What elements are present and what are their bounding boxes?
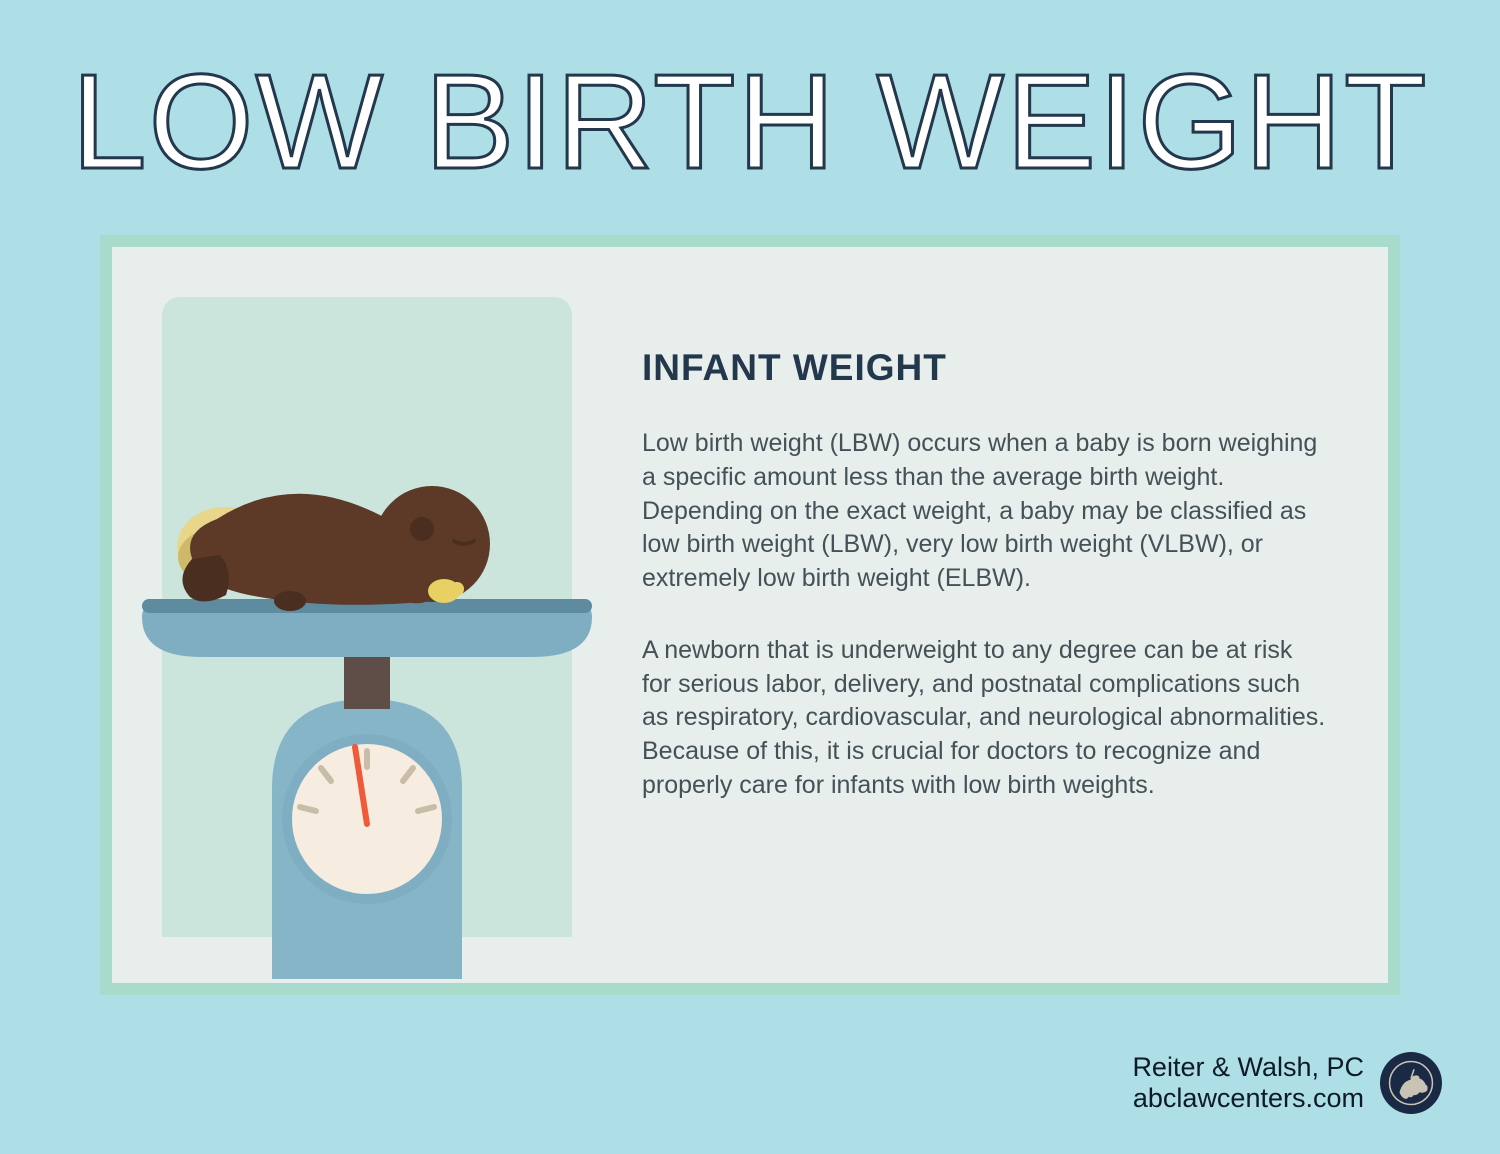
body-paragraph-2: A newborn that is underweight to any deg… [642,634,1328,803]
body-paragraph-1: Low birth weight (LBW) occurs when a bab… [642,427,1328,596]
baby-icon [177,486,490,611]
content-card-outer: INFANT WEIGHT Low birth weight (LBW) occ… [100,235,1400,995]
footer-line-1: Reiter & Walsh, PC [1132,1052,1364,1083]
text-column: INFANT WEIGHT Low birth weight (LBW) occ… [642,347,1328,803]
page: LOW BIRTH WEIGHT [0,0,1500,1154]
footer-line-2: abclawcenters.com [1132,1083,1364,1114]
section-heading: INFANT WEIGHT [642,347,1328,389]
footer-text: Reiter & Walsh, PC abclawcenters.com [1132,1052,1364,1114]
footer: Reiter & Walsh, PC abclawcenters.com [1132,1052,1442,1114]
footer-logo-icon [1380,1052,1442,1114]
baby-on-scale-illustration [122,429,612,989]
page-title: LOW BIRTH WEIGHT [28,54,1472,189]
content-card-inner: INFANT WEIGHT Low birth weight (LBW) occ… [112,247,1388,983]
scale-tray-icon [142,599,592,657]
scale-base-icon [272,699,462,979]
